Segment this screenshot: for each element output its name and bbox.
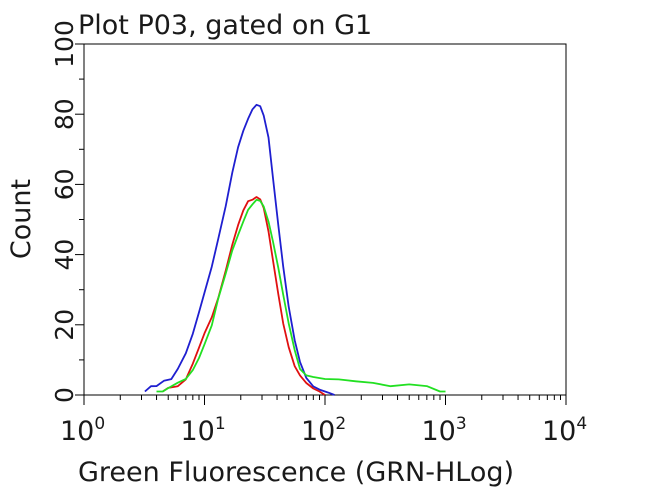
series-layer (144, 103, 446, 396)
x-tick-exponent: 4 (576, 414, 587, 434)
x-tick-label: 100 (60, 414, 105, 447)
series-line-2 (162, 196, 326, 396)
x-tick-exponent: 3 (456, 414, 467, 434)
y-tick-label: 0 (50, 387, 79, 403)
y-tick-label: 60 (50, 168, 79, 200)
x-tick-exponent: 0 (94, 414, 105, 434)
x-tick-base: 10 (181, 416, 215, 447)
x-tick-label: 102 (301, 414, 346, 447)
x-tick-label: 101 (181, 414, 226, 447)
series-line-3 (156, 198, 446, 393)
y-tick-label: 80 (50, 98, 79, 130)
y-tick-label: 100 (50, 20, 79, 68)
x-tick-exponent: 1 (215, 414, 226, 434)
x-tick-base: 10 (301, 416, 335, 447)
x-tick-exponent: 2 (335, 414, 346, 434)
x-tick-label: 104 (542, 414, 587, 447)
x-axis-label: Green Fluorescence (GRN-HLog) (78, 457, 514, 488)
chart-title: Plot P03, gated on G1 (78, 10, 372, 41)
series-line-1 (144, 103, 335, 396)
x-tick-base: 10 (542, 416, 576, 447)
y-tick-label: 40 (50, 239, 79, 271)
x-tick-base: 10 (60, 416, 94, 447)
x-tick-label: 103 (422, 414, 467, 447)
x-tick-base: 10 (422, 416, 456, 447)
y-tick-label: 20 (50, 309, 79, 341)
y-axis-label: Count (6, 179, 37, 259)
